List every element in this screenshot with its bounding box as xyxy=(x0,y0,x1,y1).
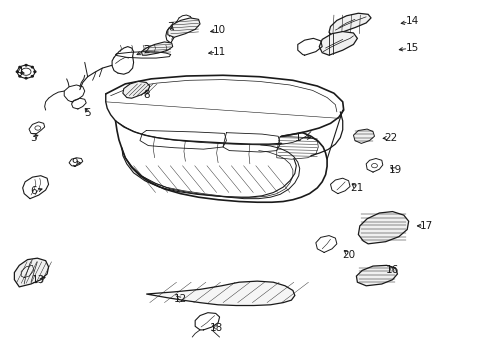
Text: 6: 6 xyxy=(30,186,37,197)
Text: 20: 20 xyxy=(342,249,355,260)
Text: 1: 1 xyxy=(294,133,301,143)
Text: 14: 14 xyxy=(406,17,419,27)
Text: 19: 19 xyxy=(389,165,402,175)
Text: 18: 18 xyxy=(210,323,223,333)
Text: 3: 3 xyxy=(30,133,37,143)
Polygon shape xyxy=(14,258,49,287)
Circle shape xyxy=(19,76,21,77)
Text: 16: 16 xyxy=(386,265,399,275)
Text: 21: 21 xyxy=(350,183,363,193)
Polygon shape xyxy=(168,18,200,37)
Polygon shape xyxy=(356,265,397,286)
Circle shape xyxy=(25,64,27,66)
Text: 7: 7 xyxy=(168,22,174,32)
Circle shape xyxy=(19,66,21,68)
Circle shape xyxy=(16,71,18,72)
Polygon shape xyxy=(147,281,295,306)
Circle shape xyxy=(25,77,27,79)
Polygon shape xyxy=(319,32,357,55)
Text: 12: 12 xyxy=(174,294,187,304)
Text: 9: 9 xyxy=(72,158,78,168)
Circle shape xyxy=(31,76,33,77)
Polygon shape xyxy=(142,42,172,55)
Text: 15: 15 xyxy=(406,43,419,53)
Text: 17: 17 xyxy=(420,221,433,231)
Text: 10: 10 xyxy=(213,25,226,35)
Text: 13: 13 xyxy=(32,275,46,285)
Polygon shape xyxy=(123,81,150,98)
Text: 2: 2 xyxy=(143,45,149,55)
Text: 5: 5 xyxy=(84,108,91,118)
Circle shape xyxy=(31,66,33,68)
Text: 4: 4 xyxy=(16,67,23,77)
Text: 8: 8 xyxy=(143,90,149,100)
Polygon shape xyxy=(353,129,374,143)
Text: 22: 22 xyxy=(384,133,397,143)
Circle shape xyxy=(34,71,36,72)
Polygon shape xyxy=(329,13,371,37)
Text: 11: 11 xyxy=(213,46,226,57)
Polygon shape xyxy=(358,212,409,244)
